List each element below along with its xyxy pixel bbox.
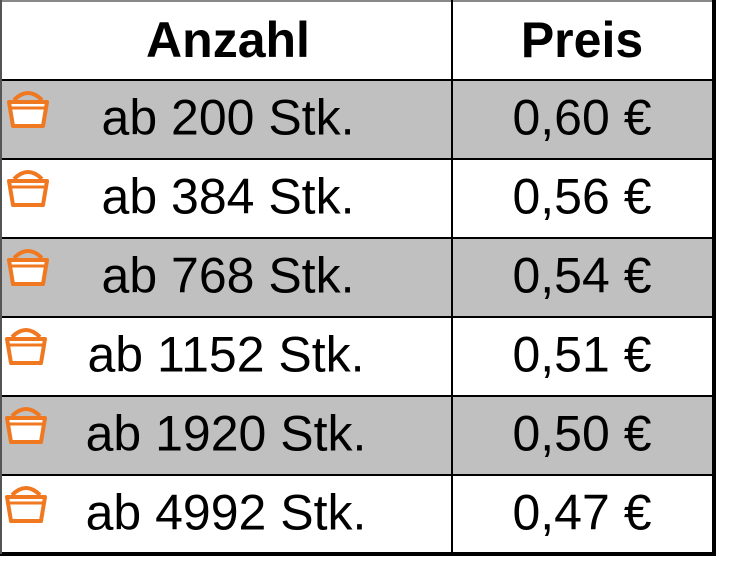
basket-handle [12, 170, 44, 181]
basket-body [5, 416, 47, 444]
basket-icon [7, 170, 49, 207]
quantity-cell: ab 1920 Stk. [86, 406, 367, 462]
header-price: Preis [521, 12, 643, 68]
header-quantity: Anzahl [146, 12, 310, 68]
basket-body [7, 100, 49, 128]
price-cell: 0,60 € [512, 90, 651, 146]
quantity-cell: ab 1152 Stk. [87, 327, 364, 383]
basket-icon [5, 407, 47, 444]
basket-handle [10, 407, 42, 418]
quantity-cell: ab 200 Stk. [102, 90, 355, 146]
price-cell: 0,51 € [512, 327, 651, 383]
quantity-cell: ab 768 Stk. [102, 248, 355, 304]
row-shade [2, 238, 714, 317]
basket-body [7, 179, 49, 207]
price-cell: 0,56 € [512, 169, 651, 225]
basket-icon [7, 249, 49, 286]
row-shade [2, 80, 714, 159]
price-cell: 0,47 € [512, 485, 651, 541]
basket-body [5, 337, 47, 365]
price-cell: 0,50 € [512, 406, 651, 462]
quantity-cell: ab 384 Stk. [102, 169, 355, 225]
basket-handle [12, 249, 44, 260]
basket-handle [12, 91, 44, 102]
quantity-cell: ab 4992 Stk. [86, 485, 367, 541]
basket-body [7, 258, 49, 286]
basket-icon [7, 91, 49, 128]
basket-handle [10, 328, 42, 339]
price-cell: 0,54 € [512, 248, 651, 304]
basket-handle [10, 486, 42, 497]
basket-icon [5, 486, 47, 523]
basket-body [5, 495, 47, 523]
row-shade [2, 396, 714, 475]
basket-icon [5, 328, 47, 365]
